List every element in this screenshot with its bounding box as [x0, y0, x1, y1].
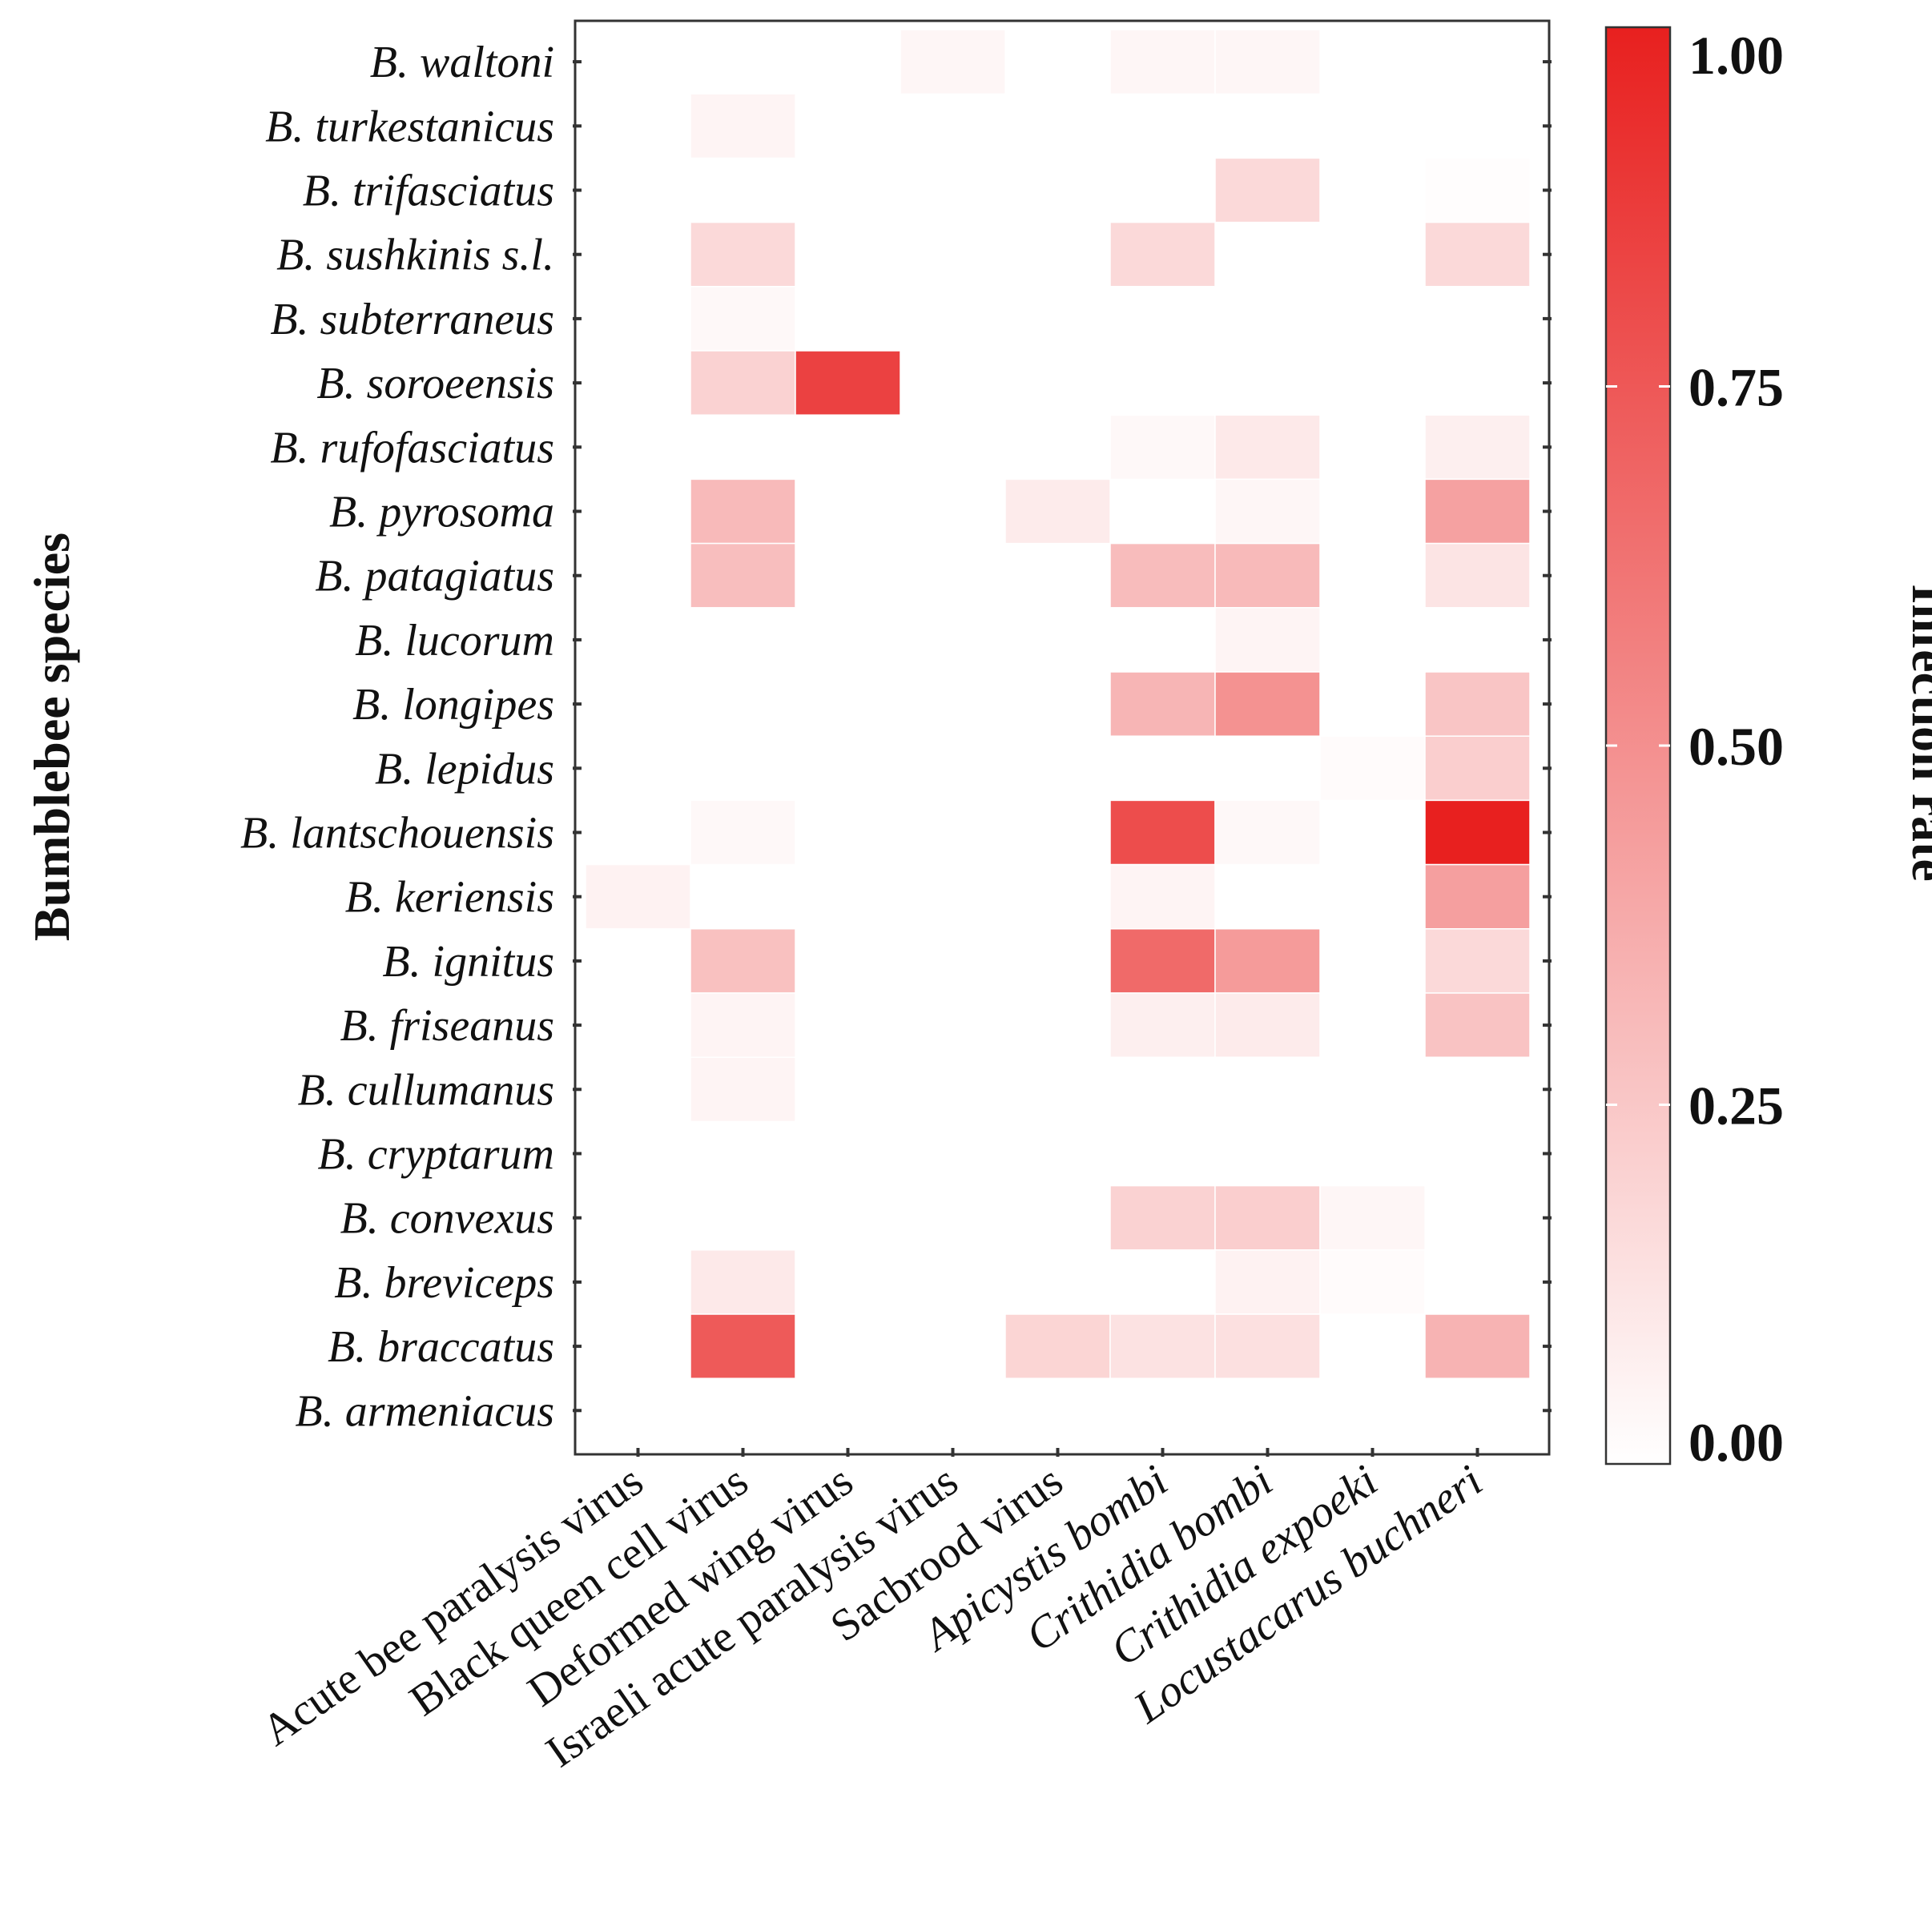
- heatmap-cell: [1214, 29, 1321, 94]
- y-tick-label: B. lepidus: [375, 744, 554, 794]
- y-tick-label: B. pyrosoma: [329, 488, 554, 537]
- heatmap-cell: [1109, 863, 1216, 930]
- heatmap-cell: [1319, 1184, 1426, 1251]
- heatmap-cell: [1109, 1313, 1216, 1379]
- heatmap-cell: [1424, 992, 1531, 1058]
- y-tick-label: B. subterraneus: [270, 295, 554, 344]
- heatmap-cell: [1109, 542, 1216, 609]
- colorbar-tick-label: 0.50: [1688, 716, 1784, 777]
- y-tick-label: B. rufofasciatus: [270, 423, 554, 472]
- y-tick-label: B. soroeensis: [316, 359, 554, 408]
- heatmap-cell: [690, 478, 796, 545]
- heatmap-cell: [690, 799, 796, 866]
- heatmap-cell: [1214, 1249, 1321, 1315]
- heatmap-cell: [1424, 928, 1531, 994]
- heatmap-cell: [690, 286, 796, 352]
- y-tick-label: B. cullumanus: [298, 1065, 554, 1115]
- heatmap-cell: [1214, 414, 1321, 481]
- heatmap-cell: [690, 221, 796, 288]
- heatmap-cell: [1424, 735, 1531, 802]
- heatmap-cell: [1214, 542, 1321, 609]
- heatmap-cell: [1424, 799, 1531, 866]
- heatmap-cell: [1424, 157, 1531, 223]
- heatmap-cell: [1424, 1313, 1531, 1379]
- colorbar-tick-label: 0.25: [1688, 1076, 1784, 1136]
- y-tick-label: B. sushkinis s.l.: [276, 231, 554, 280]
- heatmap-cell: [900, 29, 1006, 94]
- heatmap-cell: [1214, 607, 1321, 673]
- colorbar-tick-label: 0.00: [1688, 1412, 1784, 1473]
- heatmap-cell: [690, 1313, 796, 1379]
- heatmap-cell: [1214, 799, 1321, 866]
- heatmap-cell: [1109, 1184, 1216, 1251]
- axis-ticks: [573, 60, 1552, 1457]
- heatmap-cell: [1424, 414, 1531, 481]
- heatmap-cell: [690, 542, 796, 609]
- heatmap-cell: [1214, 1184, 1321, 1251]
- heatmap-cell: [690, 350, 796, 416]
- heatmap-cell: [1214, 1313, 1321, 1379]
- heatmap-cell: [1214, 992, 1321, 1058]
- heatmap-cell: [690, 1249, 796, 1315]
- y-tick-label: B. patagiatus: [315, 552, 554, 601]
- heatmap-cell: [1424, 542, 1531, 609]
- y-tick-label: B. convexus: [340, 1194, 554, 1244]
- heatmap-cell: [795, 350, 901, 416]
- heatmap-cell: [1424, 221, 1531, 288]
- y-tick-label: B. keriensis: [345, 873, 554, 923]
- heatmap-cell: [690, 1056, 796, 1123]
- y-tick-label: B. lucorum: [355, 616, 554, 665]
- y-tick-label: B. cryptarum: [317, 1130, 554, 1180]
- colorbar-title: Infection rate: [1902, 584, 1932, 881]
- plot-frame: [574, 19, 1551, 1456]
- y-tick-label: B. turkestanicus: [265, 102, 554, 151]
- y-tick-label: B. friseanus: [340, 1001, 554, 1051]
- heatmap-cell: [1214, 478, 1321, 545]
- y-tick-label: B. lantschouensis: [240, 809, 554, 859]
- heatmap-cell: [1319, 1249, 1426, 1315]
- y-tick-label: B. waltoni: [370, 38, 554, 87]
- heatmap-cell: [1109, 414, 1216, 481]
- y-tick-label: B. breviceps: [334, 1258, 554, 1308]
- y-tick-label: B. braccatus: [328, 1322, 554, 1372]
- heatmap-cell: [1109, 671, 1216, 737]
- heatmap-cell: [1424, 671, 1531, 737]
- colorbar-tick-label: 1.00: [1688, 25, 1784, 86]
- heatmap-cell: [1214, 157, 1321, 223]
- y-tick-label: B. ignitus: [382, 937, 554, 987]
- y-axis-title: Bumblebee species: [23, 533, 80, 941]
- heatmap-cell: [690, 992, 796, 1058]
- heatmap-cell: [1214, 671, 1321, 737]
- heatmap-cell: [1424, 478, 1531, 545]
- y-axis-labels: B. waltoni B. turkestanicus B. trifasciatu…: [240, 38, 554, 1436]
- heatmap-cell: [1004, 1313, 1111, 1379]
- heatmap-cell: [690, 928, 796, 994]
- colorbar-tick-label: 0.75: [1688, 357, 1784, 418]
- heatmap-cell: [1109, 992, 1216, 1058]
- y-tick-label: B. trifasciatus: [303, 167, 554, 216]
- heatmap-cell: [1109, 928, 1216, 994]
- heatmap-cell: [1109, 799, 1216, 866]
- y-tick-label: B. armeniacus: [295, 1386, 554, 1436]
- heatmap-cell: [1319, 735, 1426, 802]
- heatmap-cell: [1109, 221, 1216, 288]
- colorbar-ticks: 0.00 0.25 0.50 0.75 1.00: [1606, 25, 1784, 1473]
- heatmap-cell: [690, 93, 796, 159]
- heatmap-cell: [1004, 478, 1111, 545]
- heatmap-cell: [585, 863, 691, 930]
- heatmap-cells: [585, 29, 1531, 1379]
- heatmap-cell: [1109, 29, 1216, 94]
- heatmap-cell: [1424, 863, 1531, 930]
- y-tick-label: B. longipes: [352, 680, 554, 730]
- heatmap-cell: [1214, 928, 1321, 994]
